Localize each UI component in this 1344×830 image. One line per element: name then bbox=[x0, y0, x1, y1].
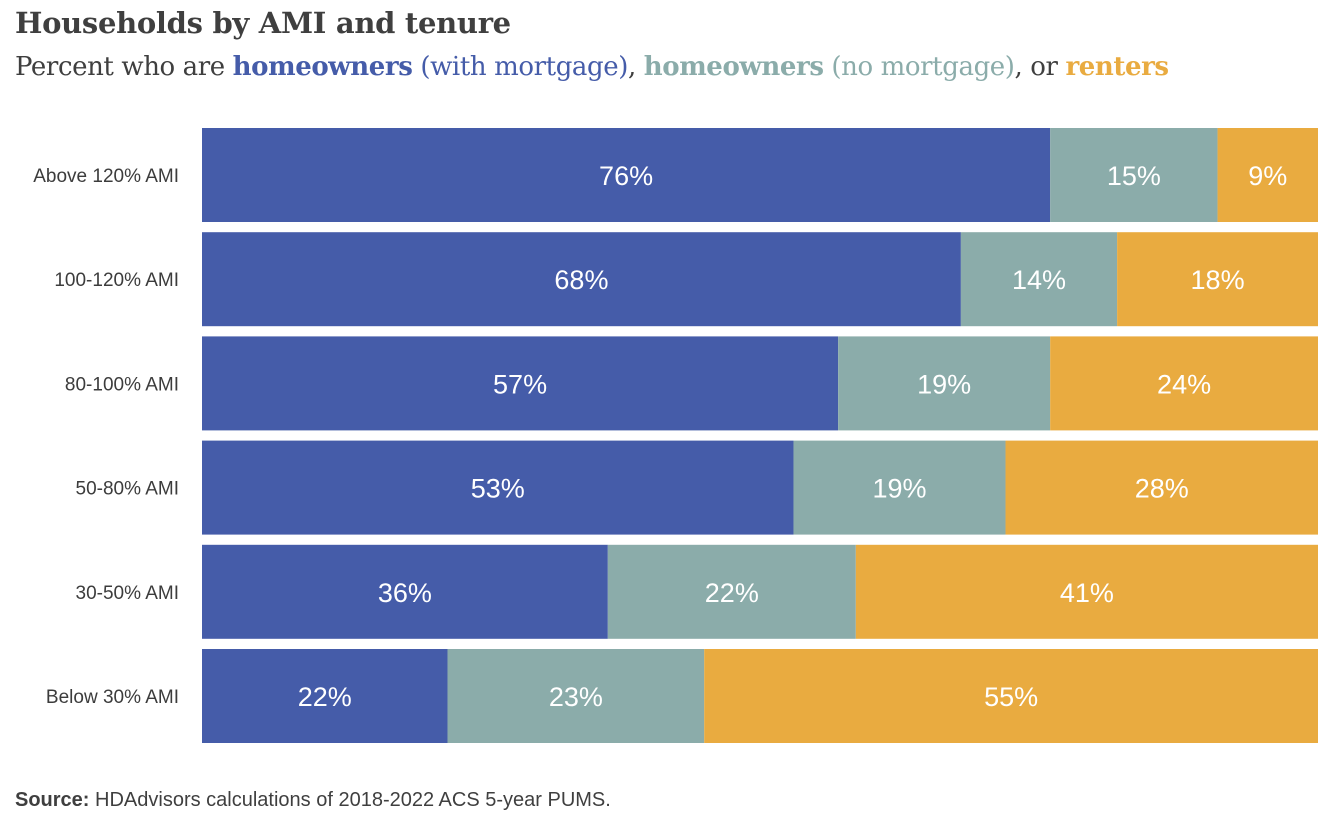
bar-segment-with-mortgage-100-120-ami bbox=[202, 232, 961, 327]
bar-segment-no-mortgage-above-120-ami bbox=[1050, 128, 1218, 222]
data-label-no-mortgage-100-120-ami: 14% bbox=[1012, 265, 1066, 295]
category-label-above-120-ami: Above 120% AMI bbox=[33, 166, 179, 187]
category-label-50-80-ami: 50-80% AMI bbox=[76, 479, 180, 500]
subtitle-prefix: Percent who are bbox=[15, 52, 233, 82]
bar-segment-with-mortgage-50-80-ami bbox=[202, 440, 794, 535]
category-label-80-100-ami: 80-100% AMI bbox=[65, 374, 179, 395]
subtitle-series-with-mortgage: homeowners (with mortgage) bbox=[232, 52, 629, 82]
data-label-renters-100-120-ami: 18% bbox=[1191, 265, 1245, 295]
chart-subtitle: Percent who are homeowners (with mortgag… bbox=[15, 52, 1169, 82]
bar-segment-no-mortgage-50-80-ami bbox=[793, 440, 1006, 535]
data-label-renters-above-120-ami: 9% bbox=[1248, 161, 1287, 191]
chart-title: Households by AMI and tenure bbox=[15, 6, 511, 40]
bar-segment-renters-30-50-ami bbox=[855, 544, 1318, 639]
bar-segment-with-mortgage-below-30-ami bbox=[202, 649, 448, 743]
category-label-30-50-ami: 30-50% AMI bbox=[76, 583, 180, 604]
bar-segment-with-mortgage-80-100-ami bbox=[202, 336, 839, 431]
data-label-no-mortgage-above-120-ami: 15% bbox=[1107, 161, 1161, 191]
source-note: Source: HDAdvisors calculations of 2018-… bbox=[15, 789, 611, 811]
data-label-renters-80-100-ami: 24% bbox=[1157, 369, 1211, 399]
data-label-no-mortgage-50-80-ami: 19% bbox=[872, 474, 926, 504]
data-label-no-mortgage-80-100-ami: 19% bbox=[917, 369, 971, 399]
stacked-bar-chart: Above 120% AMI 76% 15% 9% 100-120% AMI 68% 14%… bbox=[33, 128, 1318, 743]
data-label-renters-below-30-ami: 55% bbox=[984, 682, 1038, 712]
data-label-with-mortgage-30-50-ami: 36% bbox=[378, 578, 432, 608]
data-label-with-mortgage-80-100-ami: 57% bbox=[493, 369, 547, 399]
bar-segment-no-mortgage-100-120-ami bbox=[960, 232, 1118, 327]
data-label-with-mortgage-50-80-ami: 53% bbox=[471, 474, 525, 504]
data-label-no-mortgage-below-30-ami: 23% bbox=[549, 682, 603, 712]
subtitle-series-renters: renters bbox=[1065, 52, 1169, 82]
bar-segment-renters-80-100-ami bbox=[1050, 336, 1318, 431]
bar-segment-renters-100-120-ami bbox=[1117, 232, 1318, 327]
bar-segment-with-mortgage-above-120-ami bbox=[202, 128, 1051, 222]
data-label-no-mortgage-30-50-ami: 22% bbox=[705, 578, 759, 608]
data-label-with-mortgage-below-30-ami: 22% bbox=[298, 682, 352, 712]
category-label-below-30-ami: Below 30% AMI bbox=[46, 687, 179, 708]
data-label-with-mortgage-100-120-ami: 68% bbox=[554, 265, 608, 295]
bar-segment-no-mortgage-80-100-ami bbox=[838, 336, 1051, 431]
data-label-renters-50-80-ami: 28% bbox=[1135, 474, 1189, 504]
subtitle-series-no-mortgage: homeowners (no mortgage) bbox=[643, 52, 1015, 82]
data-label-with-mortgage-above-120-ami: 76% bbox=[599, 161, 653, 191]
bar-segment-with-mortgage-30-50-ami bbox=[202, 544, 608, 639]
bar-segment-no-mortgage-30-50-ami bbox=[607, 544, 856, 639]
data-label-renters-30-50-ami: 41% bbox=[1060, 578, 1114, 608]
bar-segment-no-mortgage-below-30-ami bbox=[447, 649, 705, 743]
bar-segment-renters-below-30-ami bbox=[704, 649, 1318, 743]
bar-segment-renters-50-80-ami bbox=[1005, 440, 1318, 535]
bar-segment-renters-above-120-ami bbox=[1217, 128, 1318, 222]
category-label-100-120-ami: 100-120% AMI bbox=[54, 270, 179, 291]
